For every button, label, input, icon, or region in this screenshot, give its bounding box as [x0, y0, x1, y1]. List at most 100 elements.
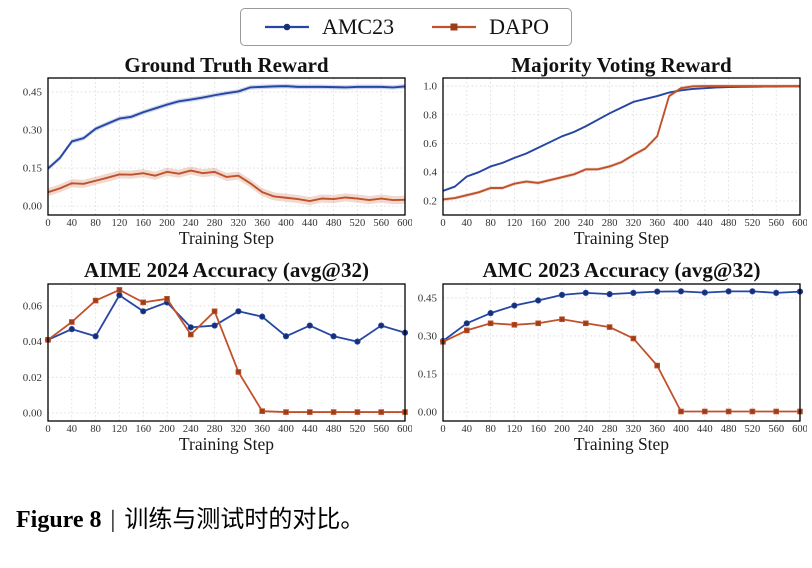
data-point-circle: [463, 320, 470, 327]
x-tick-label: 80: [90, 218, 101, 229]
legend: AMC23 DAPO: [239, 8, 573, 46]
x-tick-label: 0: [45, 424, 50, 435]
y-tick-label: 0.15: [418, 368, 438, 380]
y-tick-label: 1.0: [423, 81, 437, 93]
data-point-square: [69, 319, 75, 325]
data-point-square: [773, 408, 779, 415]
data-point-square: [630, 335, 637, 342]
y-tick-label: 0.6: [423, 138, 437, 150]
data-point-circle: [654, 288, 661, 295]
data-point-circle: [235, 308, 242, 315]
x-tick-label: 160: [530, 218, 546, 229]
x-tick-label: 240: [578, 424, 594, 435]
data-point-square: [330, 409, 337, 415]
data-point-circle: [773, 289, 780, 296]
data-point-square: [187, 331, 194, 338]
y-tick-label: 0.00: [418, 407, 438, 419]
data-point-circle: [701, 289, 708, 296]
chart-canvas: 0 40 80 120 160 200 240 280 320 360 400 440 480 520 56…: [23, 53, 412, 248]
series-dapo: [47, 166, 406, 206]
x-tick-label: 40: [462, 424, 473, 435]
x-tick-label: 320: [626, 424, 642, 435]
data-line: [47, 294, 406, 343]
x-tick-label: 280: [602, 424, 618, 435]
x-tick-label: 120: [507, 218, 523, 229]
x-tick-label: 280: [602, 218, 618, 229]
x-tick-label: 280: [207, 218, 223, 229]
data-point-circle: [630, 289, 637, 296]
data-point-square: [654, 362, 660, 369]
data-point-circle: [68, 326, 75, 333]
data-point-circle: [116, 292, 123, 299]
x-tick-label: 560: [768, 424, 784, 435]
data-point-square: [606, 324, 613, 330]
x-tick-label: 520: [745, 218, 761, 229]
data-point-square: [306, 409, 313, 415]
data-point-circle: [511, 302, 518, 309]
series-dapo: [442, 84, 800, 202]
y-tick-label: 0.15: [23, 163, 43, 175]
data-point-square: [582, 320, 589, 327]
data-point-circle: [558, 291, 566, 298]
chart-title: AMC 2023 Accuracy (avg@32): [483, 258, 761, 282]
chart-title: AIME 2024 Accuracy (avg@32): [84, 258, 369, 282]
data-point-circle: [725, 288, 732, 295]
gridlines: [442, 78, 801, 215]
data-point-square: [487, 320, 494, 327]
y-tick-label: 0.45: [23, 86, 43, 98]
data-point-square: [725, 408, 732, 415]
data-line: [442, 85, 800, 201]
data-line: [442, 290, 801, 342]
data-point-circle: [606, 291, 613, 298]
data-point-square: [140, 299, 147, 306]
chart-canvas: 0 40 80 120 160 200 240 280 320 360 400 440 480 520 56…: [418, 258, 807, 454]
data-point-circle: [282, 333, 290, 340]
x-tick-label: 480: [721, 424, 737, 435]
plot-frame: [47, 77, 406, 216]
legend-swatch-dapo: [432, 23, 477, 31]
x-tick-label: 360: [254, 424, 270, 435]
chart-panel-aime-2024-accuracy: 0 40 80 120 160 200 240 280 320 360 400 440 480 520 56…: [0, 250, 412, 455]
data-point-square: [559, 316, 565, 323]
data-point-square: [378, 409, 384, 415]
x-tick-label: 440: [302, 218, 318, 229]
data-point-square: [235, 369, 242, 375]
data-point-circle: [487, 310, 494, 317]
series-amc23: [47, 83, 406, 171]
y-tick-label: 0.8: [423, 109, 437, 121]
confidence-band: [443, 84, 800, 202]
y-tick-label: 0.4: [423, 167, 437, 179]
x-tick-label: 400: [278, 218, 294, 229]
x-tick-label: 120: [112, 218, 128, 229]
data-line: [47, 288, 405, 413]
y-tick-label: 0.2: [423, 195, 437, 207]
series-amc23: [44, 292, 409, 345]
y-tick-label: 0.30: [418, 330, 438, 342]
data-point-square: [92, 297, 99, 304]
chart-canvas: 0 40 80 120 160 200 240 280 320 360 400 440 480 520 56…: [23, 258, 412, 454]
chart-canvas: 0 40 80 120 160 200 240 280 320 360 400 440 480 520 56…: [423, 53, 807, 248]
data-line: [47, 169, 406, 202]
x-tick-label: 440: [697, 424, 713, 435]
x-tick-label: 200: [159, 218, 175, 229]
chart-panel-amc-2023-accuracy: 0 40 80 120 160 200 240 280 320 360 400 440 480 520 56…: [395, 250, 807, 455]
series-amc23: [439, 288, 804, 345]
x-tick-label: 160: [135, 424, 151, 435]
x-tick-label: 240: [183, 218, 199, 229]
x-tick-label: 120: [507, 424, 523, 435]
x-tick-label: 560: [373, 218, 389, 229]
gridlines: [442, 284, 801, 421]
data-point-circle: [330, 333, 337, 340]
data-point-square: [511, 322, 518, 328]
x-tick-label: 40: [67, 218, 78, 229]
data-point-square: [259, 408, 265, 414]
caption-prefix: Figure 8: [16, 507, 102, 533]
data-point-square: [464, 327, 470, 334]
x-tick-label: 240: [183, 424, 199, 435]
legend-circle-marker-icon: [283, 23, 291, 31]
data-line: [47, 85, 406, 170]
x-axis-label: Training Step: [574, 434, 669, 454]
legend-square-marker-icon: [450, 23, 458, 31]
x-tick-label: 400: [278, 424, 294, 435]
plot-frame: [47, 283, 406, 422]
